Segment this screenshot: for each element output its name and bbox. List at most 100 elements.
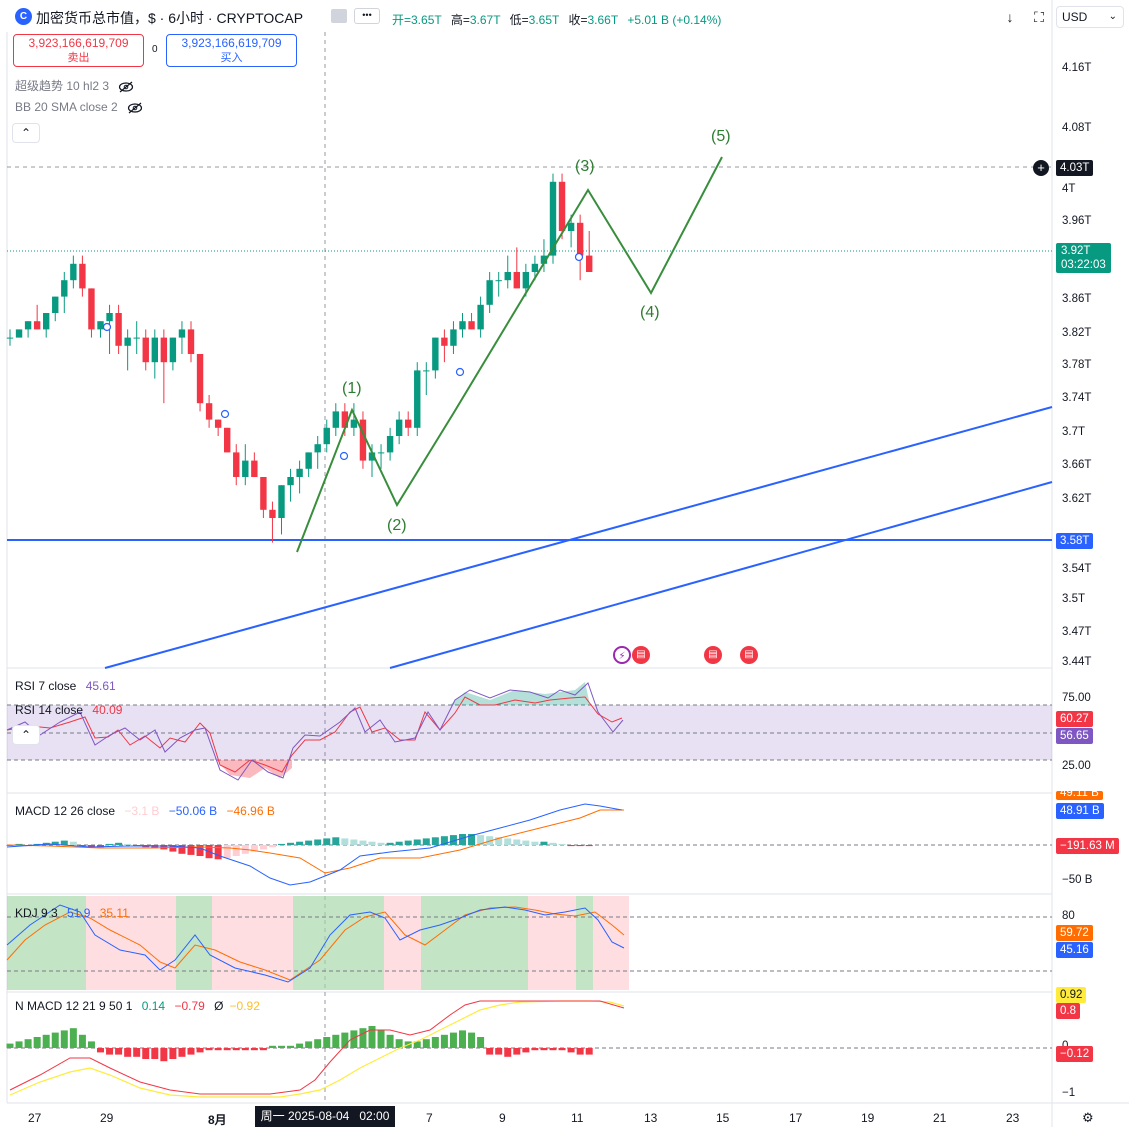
nmacd-v1: 0.14 (141, 999, 166, 1013)
more-dots-icon[interactable]: ••• (354, 8, 380, 24)
candle-body (15, 329, 23, 338)
last-price-tag: 3.92T 03:22:03 (1056, 243, 1111, 273)
macd-histogram (6, 834, 593, 860)
candle-body (43, 313, 50, 330)
nmacd-v3-prefix: Ø (214, 999, 224, 1013)
rsi14-tag: 60.27 (1056, 711, 1093, 727)
macd-hist-bar (377, 842, 385, 845)
currency-select[interactable]: USD ⌄ (1056, 6, 1124, 28)
nmacd-hist-bar (214, 1048, 222, 1051)
nmacd-hist-bar (187, 1048, 195, 1055)
candle-body (576, 222, 584, 256)
nmacd-hist-bar (558, 1048, 566, 1051)
price-tick: 3.74T (1062, 392, 1092, 404)
nmacd-legend[interactable]: N MACD 12 21 9 50 1 0.14 −0.79 Ø −0.92 (15, 999, 266, 1013)
candle-body (242, 460, 249, 477)
nmacd-hist-bar (287, 1045, 295, 1048)
bb-legend[interactable]: BB 20 SMA close 2 (15, 100, 143, 114)
lightning-event-icon[interactable]: ⚡ (613, 646, 631, 664)
kdj-zone (576, 896, 593, 990)
eye-hidden-icon[interactable] (127, 102, 143, 114)
nmacd-hist-bar (504, 1048, 512, 1057)
macd-signal-value: −46.96 B (226, 804, 275, 818)
wave-label-4: (4) (640, 304, 660, 321)
price-tick: 3.44T (1062, 656, 1092, 668)
eye-hidden-icon[interactable] (118, 81, 134, 93)
candle-body (133, 337, 140, 339)
flag-icon[interactable] (331, 9, 347, 23)
macd-signal-tag: 49.11 B (1056, 791, 1103, 800)
candle-body (540, 255, 548, 264)
candle-body (350, 419, 358, 428)
nmacd-hist-bar (268, 1045, 276, 1048)
wave-label-1: (1) (342, 380, 362, 397)
time-tick: 23 (1006, 1111, 1020, 1125)
nmacd-hist-bar (106, 1048, 114, 1055)
bb-marker (339, 451, 349, 461)
macd-hist-bar (97, 845, 104, 848)
candle-body (423, 370, 430, 372)
add-alert-icon[interactable]: + (1033, 160, 1049, 176)
macd-hist-bar (368, 841, 376, 845)
candle-body (61, 280, 68, 297)
candle-body (196, 354, 204, 404)
collapse-legend-button[interactable]: ⌃ (12, 725, 40, 745)
nmacd-hist-bar (151, 1048, 159, 1059)
kdj-d-tag: 59.72 (1056, 925, 1093, 941)
supertrend-legend[interactable]: 超级趋势 10 hl2 3 (15, 77, 134, 94)
us-flag-event-icon[interactable]: ▤ (632, 646, 650, 664)
candle-body (414, 370, 421, 428)
candle-body (450, 329, 457, 346)
symbol-title[interactable]: 加密货币总市值，$ · 6小时 · CRYPTOCAP (36, 10, 304, 26)
kdj-zone (293, 896, 384, 990)
candle-body (377, 452, 385, 454)
macd-legend[interactable]: MACD 12 26 close −3.1 B −50.06 B −46.96 … (15, 804, 281, 818)
rsi-tick: 75.00 (1062, 692, 1091, 704)
candle-body (124, 337, 131, 346)
ohlc-close-label: 收= (568, 13, 588, 27)
fullscreen-icon[interactable]: ⛶ (1034, 9, 1044, 25)
macd-hist-bar (332, 837, 340, 845)
nmacd-hist-bar (223, 1048, 231, 1051)
kdj-zone (212, 896, 293, 990)
kdj-legend[interactable]: KDJ 9 3 51.9 35.11 (15, 906, 135, 920)
candle-body (106, 313, 113, 322)
collapse-legend-button[interactable]: ⌃ (12, 123, 40, 143)
macd-hist-bar (531, 841, 539, 845)
candle-body (142, 337, 149, 363)
us-flag-event-icon[interactable]: ▤ (740, 646, 758, 664)
buy-button[interactable]: 3,923,166,619,709 买入 (166, 34, 297, 67)
settings-gear-icon[interactable]: ⚙ (1082, 1110, 1094, 1125)
price-tick: 3.96T (1062, 215, 1092, 227)
nmacd-hist-bar (160, 1048, 168, 1062)
sell-button[interactable]: 3,923,166,619,709 卖出 (13, 34, 144, 67)
macd-hist-bar (296, 841, 304, 845)
nmacd-hist-bar (576, 1048, 584, 1055)
wave-label-5: (5) (711, 128, 731, 145)
rsi7-line (6, 682, 624, 781)
macd-hist-bar (151, 845, 159, 849)
ohlc-high: 3.67T (469, 13, 501, 27)
buy-label: 买入 (220, 52, 243, 64)
nmacd-hist-bar (169, 1048, 177, 1059)
nmacd-hist-bar (60, 1030, 68, 1048)
rsi14-line (6, 696, 623, 773)
nmacd-hist-bar (350, 1030, 358, 1048)
kdj-zone (384, 896, 421, 990)
time-tick: 27 (28, 1111, 42, 1125)
nmacd-hist-bar (440, 1034, 448, 1048)
macd-line (6, 803, 623, 886)
rsi7-legend[interactable]: RSI 7 close 45.61 (15, 679, 122, 693)
us-flag-event-icon[interactable]: ▤ (704, 646, 722, 664)
candle-body (477, 304, 484, 330)
last-price-value: 3.92T (1061, 245, 1091, 257)
candle-body (70, 263, 77, 281)
macd-hist-bar (106, 843, 114, 845)
macd-hist-bar (15, 843, 23, 845)
sell-price: 3,923,166,619,709 (28, 36, 129, 50)
time-tick: 17 (789, 1111, 803, 1125)
arrow-down-icon[interactable]: ↓ (1006, 9, 1014, 25)
rsi14-legend[interactable]: RSI 14 close 40.09 (15, 703, 128, 717)
macd-hist-bar (477, 835, 485, 845)
